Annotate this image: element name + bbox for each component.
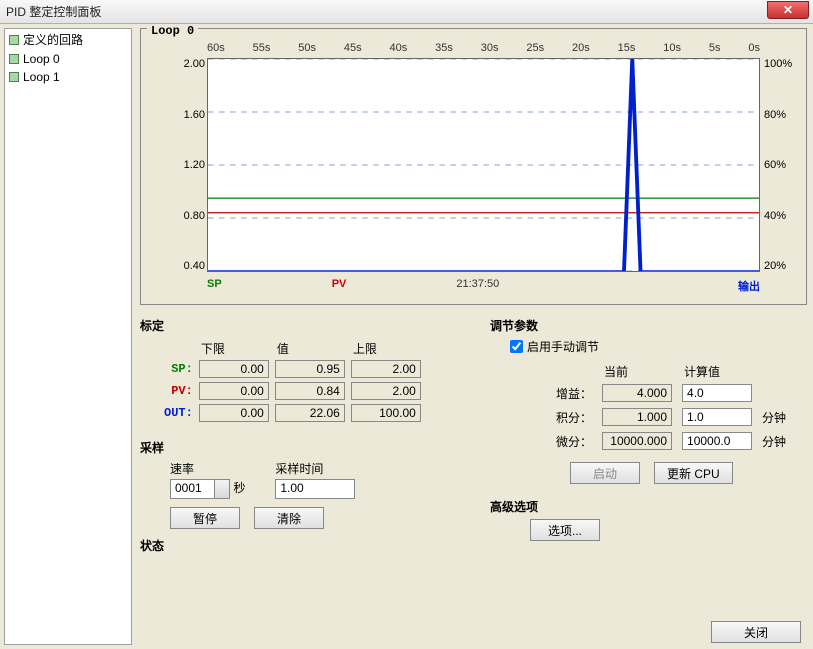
sidebar-item-defined-loops[interactable]: 定义的回路	[5, 29, 131, 50]
manual-tuning-checkbox[interactable]: 启用手动调节	[510, 338, 807, 355]
cal-sp-high: 2.00	[351, 360, 421, 378]
cal-pv-label: PV:	[162, 381, 195, 401]
tuning-table: 当前 计算值 增益： 4.000 4.0 积分： 1.000 1.0	[550, 361, 792, 454]
integ-label: 积分：	[552, 406, 596, 428]
sample-time-input[interactable]: 1.00	[275, 479, 355, 499]
calibration-table: 下限 值 上限 SP: 0.00 0.95 2.00 PV: 0.00 0.84	[160, 338, 425, 425]
gain-calc-input[interactable]: 4.0	[682, 384, 752, 402]
gain-unit	[758, 382, 790, 404]
cal-header-high: 上限	[349, 340, 423, 357]
tuning-title: 调节参数	[490, 317, 807, 334]
cal-out-label: OUT:	[162, 403, 195, 423]
rate-unit: 秒	[233, 481, 245, 495]
content-pane: Loop 0 60s55s50s45s40s35s30s25s20s15s10s…	[134, 24, 813, 649]
window-title: PID 整定控制面板	[6, 3, 101, 20]
sample-time-label: 采样时间	[275, 460, 355, 477]
start-button[interactable]: 启动	[570, 462, 640, 484]
legend-pv: PV	[332, 278, 347, 294]
tune-header-current: 当前	[598, 363, 676, 380]
chart-title: Loop 0	[147, 24, 198, 38]
loop-icon	[9, 72, 19, 82]
sampling-title: 采样	[140, 439, 470, 456]
titlebar: PID 整定控制面板 ✕	[0, 0, 813, 24]
legend-time: 21:37:50	[456, 278, 499, 294]
gain-current: 4.000	[602, 384, 672, 402]
cal-sp-low: 0.00	[199, 360, 269, 378]
cal-pv-low: 0.00	[199, 382, 269, 400]
cal-out-low: 0.00	[199, 404, 269, 422]
update-cpu-button[interactable]: 更新 CPU	[654, 462, 733, 484]
deriv-label: 微分：	[552, 430, 596, 452]
sidebar-item-loop0[interactable]: Loop 0	[5, 50, 131, 68]
clear-button[interactable]: 清除	[254, 507, 324, 529]
sidebar-item-loop1[interactable]: Loop 1	[5, 68, 131, 86]
close-icon: ✕	[783, 3, 793, 17]
y-axis-left: 2.001.601.200.800.40	[175, 58, 205, 272]
integ-unit: 分钟	[758, 406, 790, 428]
tune-header-calc: 计算值	[678, 363, 756, 380]
chart-frame: Loop 0 60s55s50s45s40s35s30s25s20s15s10s…	[140, 28, 807, 305]
cal-sp-val: 0.95	[275, 360, 345, 378]
cal-header-val: 值	[273, 340, 347, 357]
cal-sp-label: SP:	[162, 359, 195, 379]
manual-checkbox-input[interactable]	[510, 340, 523, 353]
legend-sp: SP	[207, 278, 222, 294]
y-axis-right: 100%80%60%40%20%	[764, 58, 800, 272]
loop-icon	[9, 35, 19, 45]
rate-label: 速率	[170, 460, 245, 477]
status-title: 状态	[140, 537, 470, 554]
sidebar: 定义的回路 Loop 0 Loop 1	[4, 28, 132, 645]
options-button[interactable]: 选项...	[530, 519, 600, 541]
close-button[interactable]: ✕	[767, 1, 809, 19]
pause-button[interactable]: 暂停	[170, 507, 240, 529]
close-panel-button[interactable]: 关闭	[711, 621, 801, 643]
plot-area	[207, 58, 760, 272]
gain-label: 增益：	[552, 382, 596, 404]
advanced-title: 高级选项	[490, 498, 807, 515]
sidebar-item-label: 定义的回路	[23, 31, 83, 48]
chart-svg	[208, 59, 759, 271]
loop-icon	[9, 54, 19, 64]
cal-pv-high: 2.00	[351, 382, 421, 400]
x-axis-ticks: 60s55s50s45s40s35s30s25s20s15s10s5s0s	[207, 42, 760, 54]
manual-checkbox-label: 启用手动调节	[527, 338, 599, 355]
sidebar-item-label: Loop 0	[23, 52, 60, 66]
chart-area: 60s55s50s45s40s35s30s25s20s15s10s5s0s 2.…	[147, 42, 800, 302]
chart-legend: SP PV 21:37:50 输出	[207, 278, 760, 294]
cal-header-low: 下限	[197, 340, 271, 357]
calibration-title: 标定	[140, 317, 470, 334]
cal-pv-val: 0.84	[275, 382, 345, 400]
integ-calc-input[interactable]: 1.0	[682, 408, 752, 426]
deriv-unit: 分钟	[758, 430, 790, 452]
integ-current: 1.000	[602, 408, 672, 426]
cal-out-high: 100.00	[351, 404, 421, 422]
cal-out-val: 22.06	[275, 404, 345, 422]
rate-spinner[interactable]: 0001	[170, 479, 230, 499]
deriv-calc-input[interactable]: 10000.0	[682, 432, 752, 450]
sidebar-item-label: Loop 1	[23, 70, 60, 84]
deriv-current: 10000.000	[602, 432, 672, 450]
legend-out: 输出	[738, 278, 760, 294]
